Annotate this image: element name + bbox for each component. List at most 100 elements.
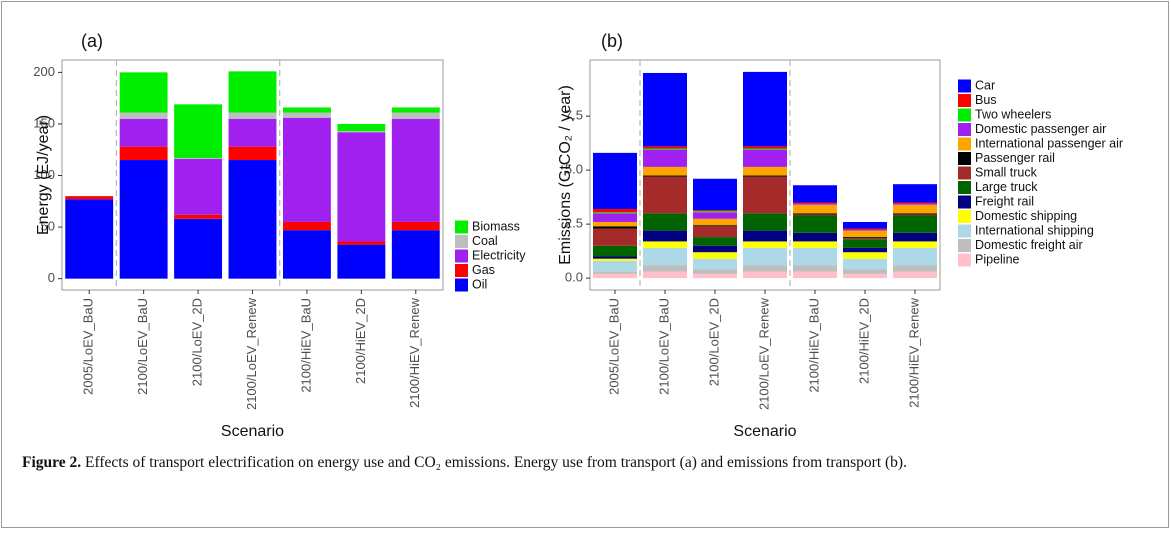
caption-label: Figure 2. [22,454,82,471]
bar-segment [893,241,937,248]
bar-segment [793,241,837,248]
bar-segment [843,247,887,253]
bar-segment [843,273,887,279]
bar-segment [337,244,386,279]
bar-segment [893,184,937,203]
legend-label: Large truck [975,180,1038,194]
x-tick-label: 2100/LoEV_Renew [756,297,771,410]
bar-segment [643,166,687,176]
bar-segment [174,159,223,215]
bar-segment [643,271,687,279]
bar-segment [593,256,637,259]
legend-swatch [455,249,468,263]
bar-segment [693,226,737,238]
bar-segment [693,237,737,246]
bar-segment [843,229,887,231]
legend-label: Small truck [975,165,1038,179]
y-tick-label: 7.5 [565,108,583,123]
bar-segment [643,176,687,214]
x-tick-label: 2100/HiEV_BaU [298,298,313,393]
bar-segment [391,107,440,113]
y-tick-label: 100 [33,167,55,182]
legend-swatch [958,253,971,267]
x-axis-label: Scenario [733,423,796,440]
bar-segment [893,203,937,205]
y-tick-label: 0.0 [565,270,583,285]
bar-segment [693,210,737,212]
bar-segment [893,215,937,233]
bar-segment [65,199,114,279]
bar-segment [593,258,637,261]
bar-segment [743,149,787,167]
bar-segment [693,212,737,219]
legend-label: Electricity [472,248,526,262]
bar-segment [337,131,386,133]
x-tick-label: 2005/LoEV_BaU [81,298,96,395]
bar-segment [793,232,837,242]
bar-segment [593,228,637,246]
bar-segment [593,152,637,210]
bar-segment [282,230,331,279]
bar-segment [843,269,887,274]
legend-label: Car [975,78,995,92]
bar-segment [391,118,440,222]
bar-segment [643,72,687,147]
bar-segment [593,245,637,257]
bar-segment [337,132,386,242]
bar-segment [693,245,737,253]
legend-label: Biomass [472,219,520,233]
bar-segment [843,230,887,238]
bar-segment [893,214,937,216]
bar-segment [391,112,440,119]
x-tick-label: 2100/HiEV_2D [353,298,368,384]
legend-swatch [958,224,971,238]
bar-segment [793,213,837,215]
y-tick-label: 150 [33,115,55,130]
bar-segment [228,118,277,147]
bar-segment [593,212,637,214]
x-tick-label: 2100/LoEV_BaU [656,298,671,395]
bar-segment [174,218,223,279]
bar-segment [743,148,787,150]
bar-segment [65,196,114,200]
bar-segment [843,221,887,229]
bar-segment [693,252,737,259]
y-tick-label: 0 [48,270,55,285]
x-axis-label: Scenario [221,423,284,440]
bar-segment [119,146,168,161]
bar-segment [593,273,637,279]
bar-segment [793,202,837,204]
bar-segment [643,149,687,167]
bar-segment [119,112,168,119]
bar-segment [843,228,887,230]
x-tick-label: 2100/LoEV_2D [190,298,205,386]
bar-segment [282,112,331,118]
bar-segment [743,213,787,231]
bar-segment [793,265,837,272]
bar-segment [693,269,737,274]
bar-segment [893,247,937,266]
bar-segment [282,107,331,113]
bar-segment [391,230,440,279]
bar-segment [174,214,223,219]
bar-segment [693,218,737,226]
bar-segment [793,203,837,205]
bar-segment [743,271,787,279]
y-axis-label: Energy (EJ/year) [35,115,52,235]
bar-segment [743,230,787,242]
bar-segment [893,213,937,215]
y-tick-label: 50 [41,219,55,234]
legend-label: Domestic passenger air [975,122,1106,136]
legend-label: Domestic shipping [975,209,1077,223]
legend-swatch [958,166,971,180]
legend-swatch [958,123,971,136]
bar-segment [893,202,937,204]
legend-swatch [455,220,468,234]
y-tick-label: 5.0 [565,162,583,177]
bar-segment [743,176,787,214]
panel-label: (b) [601,31,623,51]
bar-segment [337,241,386,245]
legend-swatch [455,235,468,248]
